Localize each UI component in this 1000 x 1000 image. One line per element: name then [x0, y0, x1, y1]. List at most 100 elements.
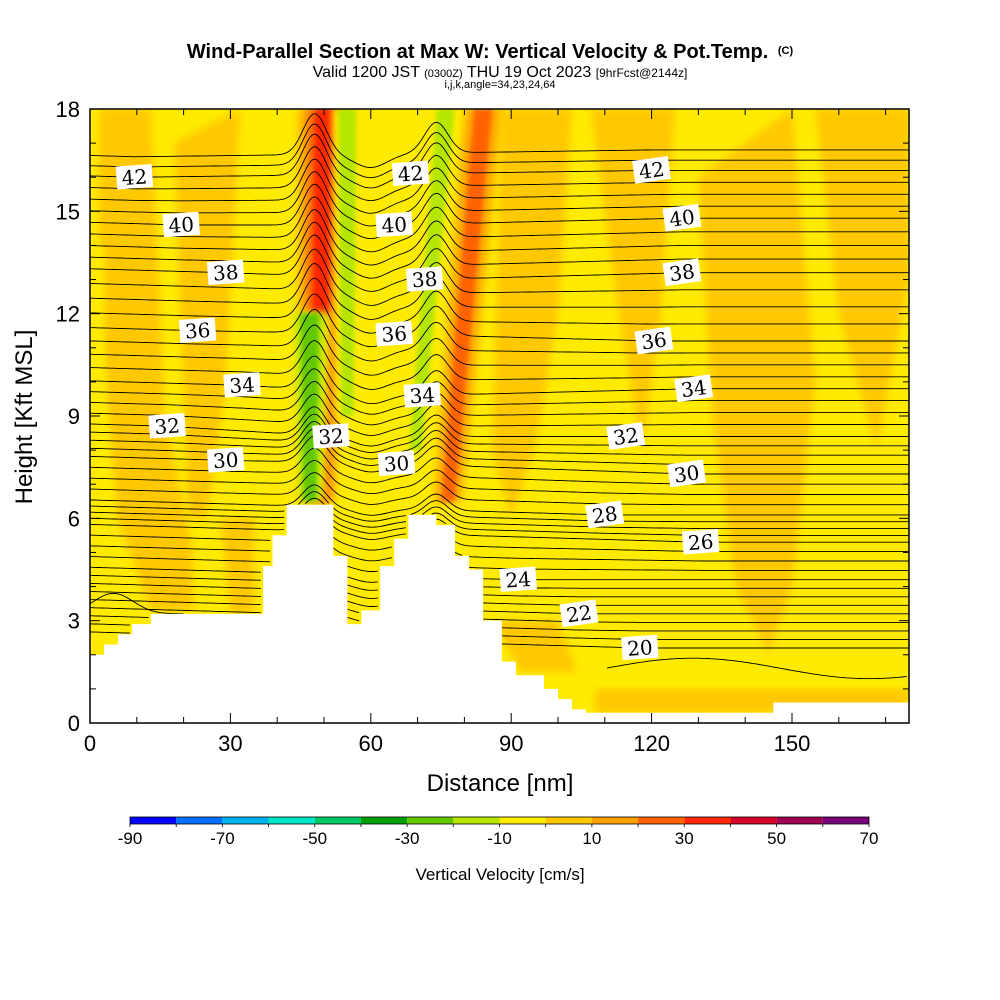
theta-label-text: 34 — [679, 375, 708, 402]
theta-label-text: 24 — [505, 567, 532, 593]
isentrope-surface-a — [90, 592, 184, 615]
y-tick-label: 9 — [68, 404, 80, 429]
isentrope-34-1 — [90, 340, 909, 390]
theta-label-text: 34 — [229, 372, 256, 398]
colorbar-swatch — [591, 817, 639, 824]
theta-label-22: 22 — [559, 599, 599, 627]
isentrope-40-2 — [90, 158, 909, 214]
isentrope-20-0 — [90, 631, 909, 649]
isentrope-38-2 — [90, 209, 909, 266]
theta-label-30: 30 — [667, 459, 707, 488]
y-tick-label: 12 — [56, 302, 80, 327]
colorbar: -90 -70 -50 -30 -10 10 30 50 70 — [118, 816, 879, 848]
terrain — [90, 504, 909, 723]
isentrope-32-0 — [90, 406, 909, 447]
isentrope-28-2 — [90, 459, 909, 495]
colorbar-swatch — [268, 817, 315, 824]
isentrope-26-0 — [90, 518, 909, 543]
theta-label-text: 38 — [212, 260, 239, 286]
theta-label-text: 42 — [637, 157, 666, 184]
x-axis: 0 30 60 90 120 150 — [84, 109, 887, 756]
theta-label-34: 34 — [403, 382, 442, 409]
isentrope-22-1 — [90, 591, 909, 607]
isentrope-surface-b — [607, 657, 907, 680]
isentrope-38-3 — [90, 196, 909, 253]
isentrope-22-2 — [90, 582, 909, 599]
downdraft-streak-2-level-1 — [338, 109, 357, 416]
colorbar-swatch — [176, 817, 223, 824]
isentrope-26-3 — [90, 491, 909, 523]
theta-label-30: 30 — [206, 447, 245, 473]
theta-label-40: 40 — [662, 203, 702, 232]
x-tick-label: 150 — [774, 731, 811, 756]
theta-label-34: 34 — [674, 374, 714, 402]
theta-label-30: 30 — [377, 450, 416, 477]
theta-label-38: 38 — [662, 258, 702, 286]
isentrope-32-1 — [90, 393, 909, 436]
y-tick-label: 6 — [68, 506, 80, 531]
isentrope-40-1 — [90, 171, 909, 227]
x-tick-label: 30 — [218, 731, 242, 756]
y-tick-label: 18 — [56, 97, 80, 122]
theta-label-text: 22 — [565, 600, 594, 627]
isentrope-42-0 — [90, 133, 909, 189]
isentrope-24-1 — [90, 556, 909, 572]
isentrope-42-1 — [90, 123, 909, 179]
colorbar-tick-label: 50 — [767, 829, 786, 848]
theta-label-38: 38 — [206, 259, 245, 286]
x-tick-label: 120 — [633, 731, 670, 756]
colorbar-swatch — [130, 817, 177, 824]
colorbar-tick-label: -90 — [118, 829, 143, 848]
colorbar-tick-label: -30 — [395, 829, 420, 848]
theta-label-32: 32 — [148, 413, 186, 439]
isentrope-24-3 — [90, 534, 909, 553]
velocity-band — [99, 109, 193, 611]
colorbar-swatch — [545, 817, 592, 824]
colorbar-label: Vertical Velocity [cm/s] — [415, 865, 584, 884]
theta-label-text: 30 — [383, 451, 410, 477]
colorbar-swatch — [684, 817, 731, 824]
x-tick-label: 90 — [499, 731, 523, 756]
updraft-streak-3-level-2 — [441, 109, 493, 502]
theta-label-text: 34 — [409, 383, 436, 409]
theta-label-text: 42 — [397, 161, 424, 187]
theta-label-26: 26 — [681, 528, 720, 555]
x-axis-label: Distance [nm] — [427, 770, 574, 797]
theta-label-text: 30 — [212, 447, 239, 473]
theta-label-36: 36 — [375, 320, 413, 347]
theta-label-text: 28 — [591, 501, 620, 528]
subtitle-valid: Valid 1200 JST — [313, 64, 421, 81]
theta-label-text: 38 — [668, 259, 697, 286]
y-tick-label: 0 — [68, 711, 80, 736]
isentrope-36-3 — [90, 248, 909, 306]
theta-label-text: 32 — [317, 424, 344, 450]
velocity-band — [174, 109, 240, 519]
theta-label-32: 32 — [606, 422, 646, 450]
isentrope-20-3 — [90, 607, 909, 623]
theta-label-42: 42 — [632, 156, 671, 184]
chart-grid-info: i,j,k,angle=34,23,24,64 — [444, 79, 555, 91]
colorbar-swatch — [822, 817, 869, 824]
isentrope-30-2 — [90, 420, 909, 460]
theta-label-text: 36 — [381, 321, 408, 347]
colorbar-swatch — [730, 817, 777, 824]
theta-label-42: 42 — [391, 160, 430, 187]
colorbar-tick-label: -10 — [487, 829, 512, 848]
theta-label-text: 32 — [612, 423, 641, 450]
isentrope-40-0 — [90, 183, 909, 240]
isentrope-40-3 — [90, 146, 909, 202]
colorbar-tick-label: 70 — [860, 829, 879, 848]
isentrope-32-2 — [90, 380, 909, 426]
colorbar-swatch — [776, 817, 823, 824]
chart-title-main: Wind-Parallel Section at Max W: Vertical… — [187, 41, 768, 63]
colorbar-swatch — [453, 817, 500, 824]
theta-label-24: 24 — [499, 566, 537, 593]
x-tick-label: 60 — [359, 731, 383, 756]
colorbar-swatch — [407, 817, 454, 824]
isentrope-34-3 — [90, 308, 909, 362]
y-tick-label: 15 — [56, 199, 80, 224]
theta-isentrope-labels: 20 22 24 26 28 30 30 30 32 32 32 34 34 34 36 36 36 38 38 38… — [115, 156, 720, 661]
colorbar-tick-label: -70 — [210, 829, 235, 848]
isentrope-22-0 — [90, 599, 909, 615]
